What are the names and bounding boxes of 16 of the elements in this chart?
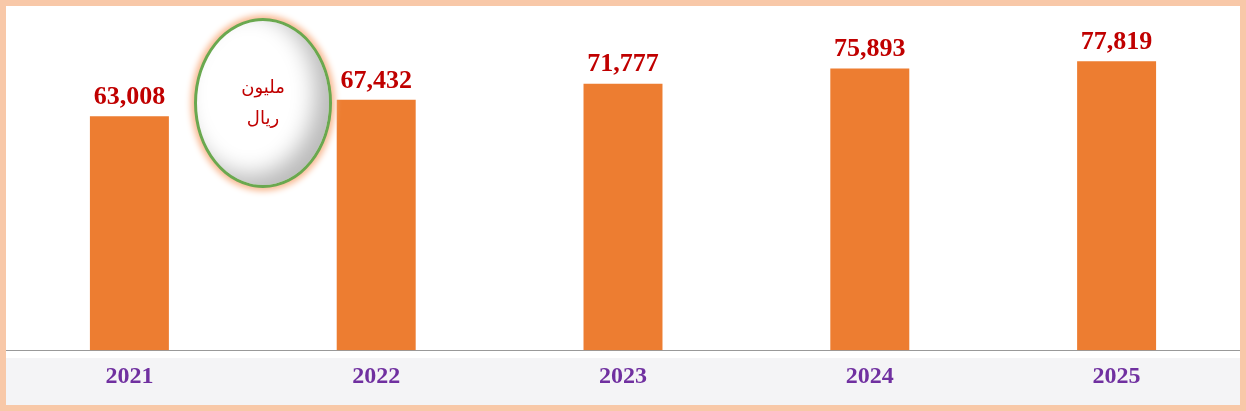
x-tick-label: 2022: [352, 361, 401, 388]
data-label: 67,432: [340, 64, 412, 94]
data-label: 77,819: [1080, 25, 1153, 55]
data-label: 63,008: [93, 80, 166, 110]
bar: [830, 68, 910, 351]
bar: [89, 116, 169, 351]
x-tick-label: 2025: [1092, 361, 1141, 388]
x-tick-label: 2024: [845, 361, 894, 388]
x-tick-label: 2021: [105, 361, 154, 388]
data-label: 75,893: [834, 33, 906, 63]
oval-badge: مليون ريال: [194, 18, 332, 188]
data-label: 71,777: [587, 48, 659, 78]
x-tick-label: 2023: [599, 361, 647, 388]
bar: [1077, 61, 1157, 351]
bar: [336, 99, 416, 351]
bar: [583, 83, 663, 351]
